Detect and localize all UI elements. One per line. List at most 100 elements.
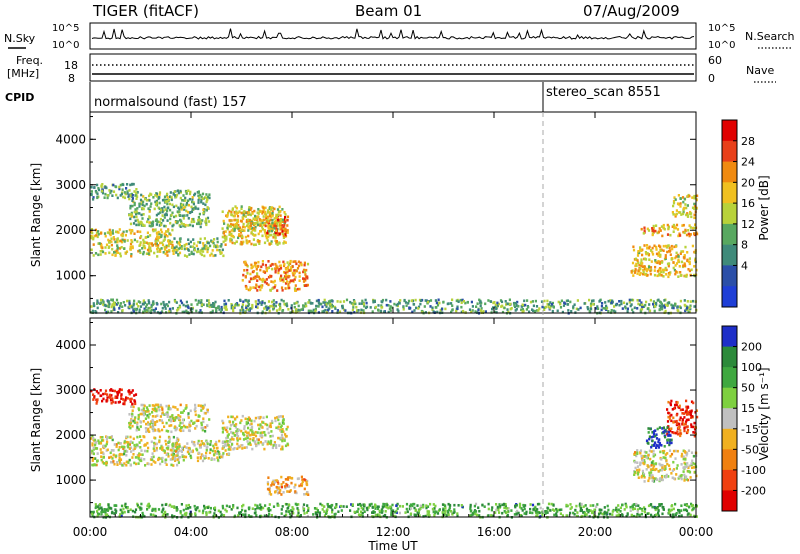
echo-cell [181,310,184,314]
echo-cell [335,503,338,506]
echo-cell [259,415,262,419]
echo-cell [215,245,218,249]
echo-cell [671,247,674,251]
echo-cell [125,230,128,233]
echo-cell [569,503,572,506]
echo-cell [674,198,677,201]
echo-cell [677,255,680,258]
echo-cell [553,513,556,517]
echo-cell [690,215,693,219]
echo-cell [667,475,670,478]
echo-cell [444,307,447,311]
echo-cell [105,437,108,441]
echo-cell [667,275,670,279]
echo-cell [651,227,654,230]
echo-cell [487,502,490,506]
echo-cell [230,213,233,217]
echo-cell [136,504,139,507]
echo-cell [166,219,169,222]
echo-cell [213,512,216,515]
echo-cell [456,514,459,517]
echo-cell [142,302,145,306]
echo-cell [125,396,128,399]
echo-cell [98,242,101,245]
echo-cell [527,305,530,309]
echo-cell [652,462,655,466]
echo-cell [241,279,244,282]
echo-cell [287,506,290,510]
echo-cell [592,303,595,306]
echo-cell [187,238,190,241]
echo-cell [241,414,244,418]
echo-cell [232,227,235,231]
echo-cell [92,438,95,442]
echo-cell [238,234,241,237]
echo-cell [246,431,249,435]
echo-cell [162,449,165,452]
echo-cell [297,308,300,312]
echo-cell [278,205,281,209]
echo-cell [202,250,205,253]
echo-cell [619,510,622,513]
echo-cell [185,203,188,207]
echo-cell [269,425,272,429]
echo-cell [246,268,249,272]
echo-cell [670,508,673,512]
echo-cell [180,411,183,414]
echo-cell [131,246,134,250]
echo-cell [267,431,270,435]
echo-cell [254,442,257,445]
echo-cell [669,415,672,418]
noise-panel: N.Sky 10^5 10^0 10^5 10^0 N.Search [4,22,795,51]
echo-cell [285,510,288,513]
echo-cell [419,302,422,306]
echo-cell [204,244,207,247]
echo-cell [393,514,396,518]
echo-cell [352,303,355,306]
echo-cell [203,237,206,240]
echo-cell [101,508,104,511]
echo-cell [435,301,438,305]
echo-cell [556,309,559,313]
echo-cell [405,304,408,307]
echo-cell [190,210,194,213]
echo-cell [142,200,145,204]
echo-cell [381,298,385,302]
echo-cell [164,199,167,202]
echo-cell [161,428,164,432]
echo-cell [322,309,325,313]
echo-cell [350,302,353,305]
echo-cell [640,475,643,479]
echo-cell [125,187,128,190]
echo-cell [436,310,439,314]
echo-cell [453,503,456,507]
echo-cell [100,244,103,247]
echo-cell [244,417,247,421]
echo-cell [353,510,356,514]
echo-cell [131,415,134,418]
echo-cell [471,305,474,308]
echo-cell [235,240,238,244]
echo-cell [213,506,217,510]
echo-cell [442,507,445,511]
echo-cell [233,306,236,309]
echo-cell [280,433,284,437]
echo-cell [172,205,175,209]
echo-cell [168,239,171,243]
echo-cell [520,308,523,312]
echo-cell [645,252,648,256]
echo-cell [133,307,136,311]
echo-cell [266,442,269,446]
echo-cell [247,208,251,212]
echo-cell [534,506,537,510]
echo-cell [154,403,157,407]
echo-cell [165,244,168,248]
echo-cell [258,285,261,289]
echo-cell [557,300,560,304]
echo-cell [651,475,654,479]
echo-cell [341,306,344,310]
echo-cell [642,474,645,478]
echo-cell [205,223,208,227]
echo-cell [436,303,440,307]
echo-cell [188,512,192,516]
